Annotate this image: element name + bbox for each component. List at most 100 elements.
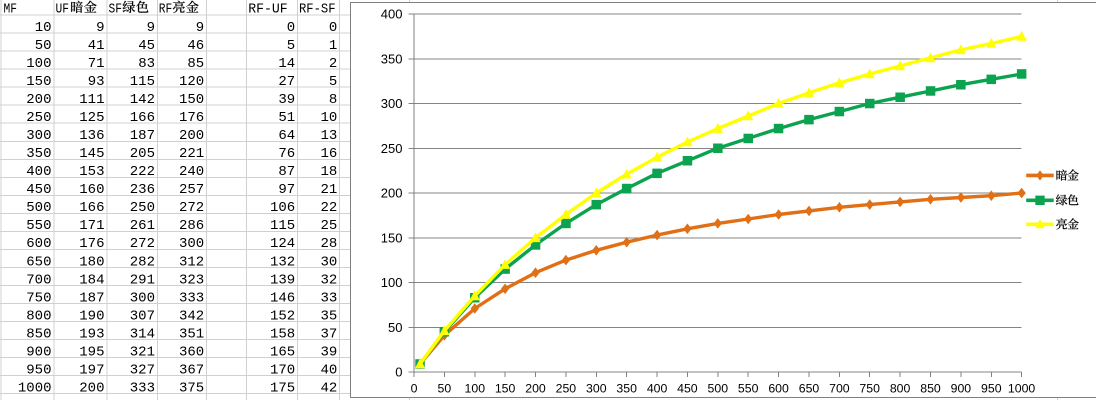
svg-text:700: 700 xyxy=(829,382,850,396)
svg-text:25: 25 xyxy=(320,218,337,234)
svg-text:600: 600 xyxy=(26,236,51,252)
svg-text:400: 400 xyxy=(26,164,51,180)
svg-text:350: 350 xyxy=(381,51,403,66)
svg-text:175: 175 xyxy=(270,381,295,397)
svg-text:300: 300 xyxy=(26,128,51,144)
svg-text:SF: SF xyxy=(109,1,123,17)
svg-text:300: 300 xyxy=(130,290,155,306)
svg-text:145: 145 xyxy=(79,146,104,162)
svg-text:500: 500 xyxy=(26,200,51,216)
svg-text:27: 27 xyxy=(278,74,295,90)
svg-text:282: 282 xyxy=(130,254,155,270)
svg-text:39: 39 xyxy=(278,92,295,108)
svg-text:180: 180 xyxy=(79,254,104,270)
svg-text:0: 0 xyxy=(287,20,295,36)
svg-text:400: 400 xyxy=(647,382,668,396)
svg-text:115: 115 xyxy=(270,218,295,234)
svg-text:22: 22 xyxy=(320,200,337,216)
svg-text:500: 500 xyxy=(708,382,729,396)
svg-text:367: 367 xyxy=(179,362,204,378)
svg-text:333: 333 xyxy=(130,381,155,397)
svg-text:RF-UF: RF-UF xyxy=(248,1,288,17)
svg-text:76: 76 xyxy=(278,146,295,162)
svg-text:187: 187 xyxy=(130,128,155,144)
svg-text:193: 193 xyxy=(79,326,104,342)
svg-text:221: 221 xyxy=(179,146,204,162)
svg-text:257: 257 xyxy=(179,182,204,198)
svg-text:MF: MF xyxy=(4,1,18,17)
svg-text:342: 342 xyxy=(179,308,204,324)
svg-text:327: 327 xyxy=(130,362,155,378)
svg-text:850: 850 xyxy=(26,326,51,342)
svg-text:312: 312 xyxy=(179,254,204,270)
svg-text:14: 14 xyxy=(278,56,295,72)
svg-text:97: 97 xyxy=(278,182,295,198)
svg-text:9: 9 xyxy=(196,20,204,36)
svg-text:750: 750 xyxy=(26,290,51,306)
svg-text:50: 50 xyxy=(35,38,52,54)
svg-text:550: 550 xyxy=(26,218,51,234)
svg-text:32: 32 xyxy=(320,272,337,288)
svg-text:176: 176 xyxy=(79,236,104,252)
svg-text:171: 171 xyxy=(79,218,104,234)
svg-text:314: 314 xyxy=(130,326,155,342)
svg-text:13: 13 xyxy=(320,128,337,144)
svg-text:37: 37 xyxy=(320,326,337,342)
svg-text:10: 10 xyxy=(320,110,337,126)
svg-text:360: 360 xyxy=(179,344,204,360)
svg-text:300: 300 xyxy=(179,236,204,252)
svg-text:100: 100 xyxy=(26,56,51,72)
svg-text:250: 250 xyxy=(130,200,155,216)
svg-text:750: 750 xyxy=(859,382,880,396)
svg-text:8: 8 xyxy=(329,92,337,108)
svg-text:650: 650 xyxy=(799,382,820,396)
svg-text:240: 240 xyxy=(179,164,204,180)
svg-text:200: 200 xyxy=(179,128,204,144)
svg-text:39: 39 xyxy=(320,344,337,360)
svg-text:205: 205 xyxy=(130,146,155,162)
svg-text:64: 64 xyxy=(278,128,295,144)
svg-text:40: 40 xyxy=(320,362,337,378)
svg-text:222: 222 xyxy=(130,164,155,180)
svg-text:176: 176 xyxy=(179,110,204,126)
svg-text:35: 35 xyxy=(320,308,337,324)
svg-text:321: 321 xyxy=(130,344,155,360)
svg-text:125: 125 xyxy=(79,110,104,126)
svg-text:160: 160 xyxy=(79,182,104,198)
svg-text:9: 9 xyxy=(147,20,155,36)
svg-text:450: 450 xyxy=(677,382,698,396)
svg-text:400: 400 xyxy=(381,7,403,22)
svg-text:2: 2 xyxy=(329,56,337,72)
svg-text:200: 200 xyxy=(26,92,51,108)
svg-text:165: 165 xyxy=(270,344,295,360)
svg-text:200: 200 xyxy=(381,186,403,201)
svg-text:291: 291 xyxy=(130,272,155,288)
svg-text:1000: 1000 xyxy=(18,381,52,397)
svg-text:800: 800 xyxy=(26,308,51,324)
svg-text:46: 46 xyxy=(187,38,204,54)
svg-text:93: 93 xyxy=(88,74,105,90)
svg-text:950: 950 xyxy=(26,362,51,378)
svg-text:120: 120 xyxy=(179,74,204,90)
svg-text:139: 139 xyxy=(270,272,295,288)
svg-text:RF: RF xyxy=(159,1,173,17)
svg-text:100: 100 xyxy=(465,382,486,396)
svg-text:184: 184 xyxy=(79,272,104,288)
svg-text:16: 16 xyxy=(320,146,337,162)
svg-text:200: 200 xyxy=(525,382,546,396)
svg-text:250: 250 xyxy=(26,110,51,126)
svg-text:106: 106 xyxy=(270,200,295,216)
svg-text:UF: UF xyxy=(56,1,70,17)
svg-text:650: 650 xyxy=(26,254,51,270)
svg-text:RF-SF: RF-SF xyxy=(299,1,336,17)
svg-text:87: 87 xyxy=(278,164,295,180)
svg-text:10: 10 xyxy=(35,20,52,36)
svg-text:323: 323 xyxy=(179,272,204,288)
svg-text:146: 146 xyxy=(270,290,295,306)
svg-text:83: 83 xyxy=(138,56,155,72)
svg-text:190: 190 xyxy=(79,308,104,324)
svg-text:124: 124 xyxy=(270,236,295,252)
svg-text:800: 800 xyxy=(890,382,911,396)
svg-text:900: 900 xyxy=(951,382,972,396)
svg-text:142: 142 xyxy=(130,92,155,108)
